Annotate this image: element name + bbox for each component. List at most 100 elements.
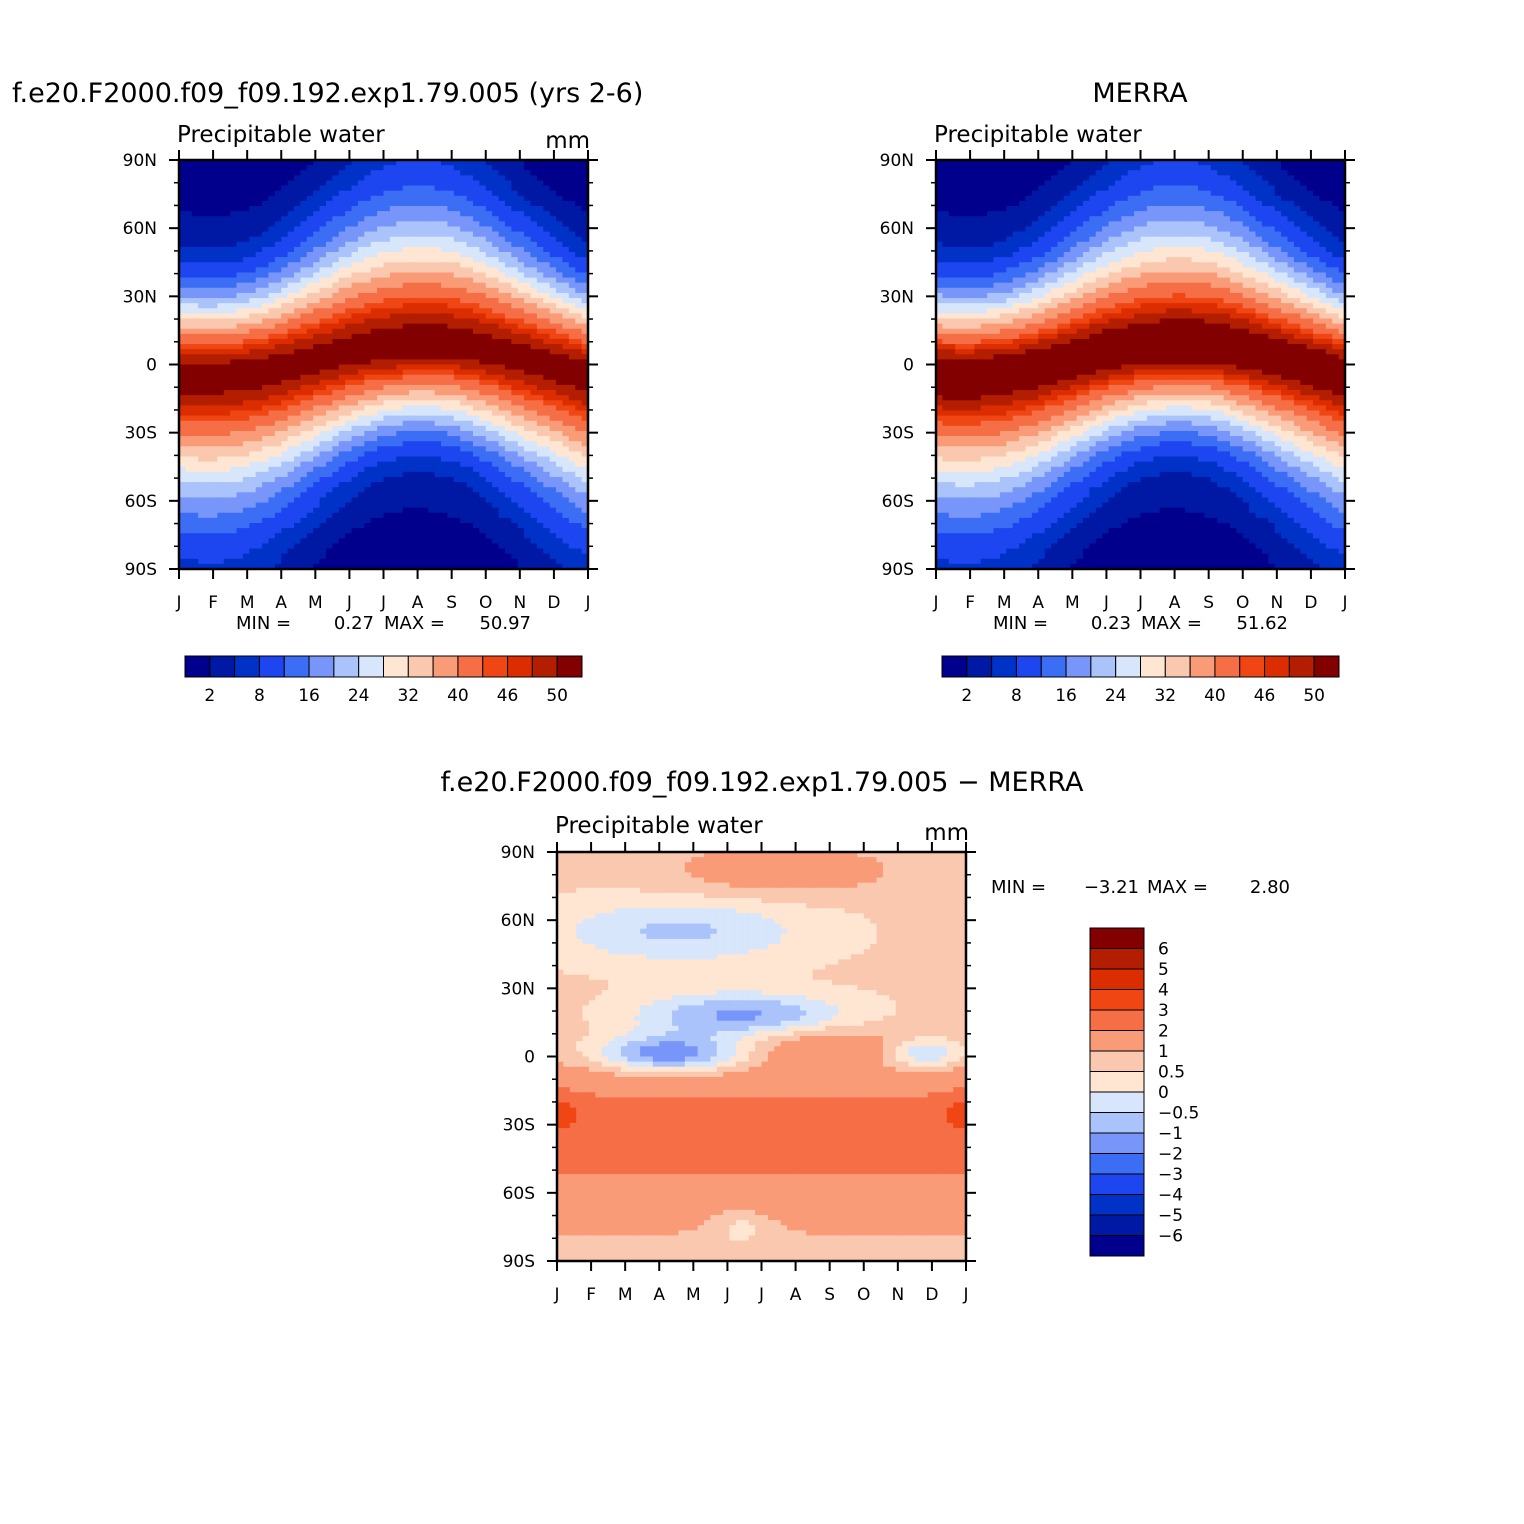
field-cell — [517, 476, 525, 483]
field-cell — [383, 292, 391, 299]
field-cell — [434, 216, 442, 222]
field-cell — [185, 160, 193, 166]
field-cell — [185, 252, 193, 258]
field-cell — [409, 369, 417, 376]
field-cell — [185, 338, 193, 345]
field-cell — [498, 257, 506, 263]
field-cell — [581, 272, 589, 279]
model-title: f.e20.F2000.f09_f09.192.exp1.79.005 (yrs… — [12, 78, 643, 109]
field-cell — [255, 185, 263, 192]
field-cell — [370, 369, 378, 376]
field-cell — [204, 528, 212, 534]
field-cell — [274, 461, 282, 468]
field-cell — [511, 538, 519, 545]
field-cell — [409, 390, 417, 396]
field-cell — [204, 374, 212, 381]
field-cell — [511, 200, 519, 207]
field-cell — [543, 303, 551, 309]
field-cell — [415, 446, 423, 453]
field-cell — [351, 246, 359, 253]
field-cell — [294, 160, 302, 166]
field-cell — [530, 533, 538, 539]
field-cell — [325, 374, 333, 381]
field-cell — [447, 272, 455, 279]
field-cell — [242, 328, 250, 335]
field-cell — [556, 292, 564, 299]
field-cell — [447, 466, 455, 473]
field-cell — [294, 487, 302, 493]
field-cell — [287, 476, 295, 483]
field-cell — [434, 390, 442, 396]
field-cell — [549, 543, 557, 550]
field-cell — [306, 415, 314, 422]
field-cell — [415, 241, 423, 248]
field-cell — [396, 333, 404, 340]
field-cell — [210, 344, 218, 350]
field-cell — [242, 543, 250, 550]
field-cell — [524, 185, 532, 192]
field-cell — [300, 482, 308, 488]
field-cell — [549, 390, 557, 396]
field-cell — [249, 390, 257, 396]
field-cell — [517, 359, 525, 366]
field-cell — [517, 308, 525, 314]
field-cell — [300, 522, 308, 529]
field-cell — [472, 338, 480, 345]
field-cell — [389, 374, 397, 381]
field-cell — [581, 246, 589, 253]
field-cell — [447, 303, 455, 309]
field-cell — [511, 436, 519, 442]
field-cell — [249, 522, 257, 529]
field-cell — [543, 395, 551, 401]
field-cell — [236, 308, 244, 314]
field-cell — [479, 538, 487, 545]
field-cell — [536, 425, 544, 432]
field-cell — [236, 405, 244, 412]
field-cell — [274, 200, 282, 207]
field-cell — [575, 538, 583, 545]
field-cell — [345, 170, 353, 176]
field-cell — [351, 522, 359, 529]
field-cell — [543, 522, 551, 529]
field-cell — [357, 200, 365, 207]
field-cell — [504, 175, 512, 182]
field-cell — [370, 543, 378, 550]
field-cell — [185, 318, 193, 325]
field-cell — [524, 175, 532, 182]
field-cell — [562, 533, 570, 539]
field-cell — [383, 287, 391, 294]
field-cell — [511, 451, 519, 458]
field-cell — [396, 195, 404, 202]
field-cell — [568, 384, 576, 391]
field-cell — [383, 190, 391, 197]
field-cell — [441, 282, 449, 289]
field-cell — [351, 538, 359, 545]
field-cell — [198, 185, 206, 192]
field-cell — [492, 461, 500, 468]
field-cell — [287, 195, 295, 202]
field-cell — [549, 277, 557, 284]
field-cell — [485, 390, 493, 396]
field-cell — [230, 200, 238, 207]
field-cell — [511, 349, 519, 355]
field-cell — [249, 323, 257, 330]
field-cell — [504, 405, 512, 412]
field-cell — [511, 185, 519, 192]
field-cell — [370, 175, 378, 182]
field-cell — [402, 379, 410, 386]
field-cell — [351, 231, 359, 238]
field-cell — [319, 246, 327, 253]
field-cell — [262, 216, 270, 222]
field-cell — [428, 221, 436, 228]
field-cell — [255, 553, 263, 560]
field-cell — [262, 333, 270, 340]
field-cell — [517, 543, 525, 550]
field-cell — [223, 292, 231, 299]
field-cell — [268, 221, 276, 228]
field-cell — [441, 482, 449, 488]
field-cell — [268, 349, 276, 355]
field-cell — [389, 451, 397, 458]
field-cell — [460, 436, 468, 442]
field-cell — [364, 287, 372, 294]
field-cell — [294, 436, 302, 442]
